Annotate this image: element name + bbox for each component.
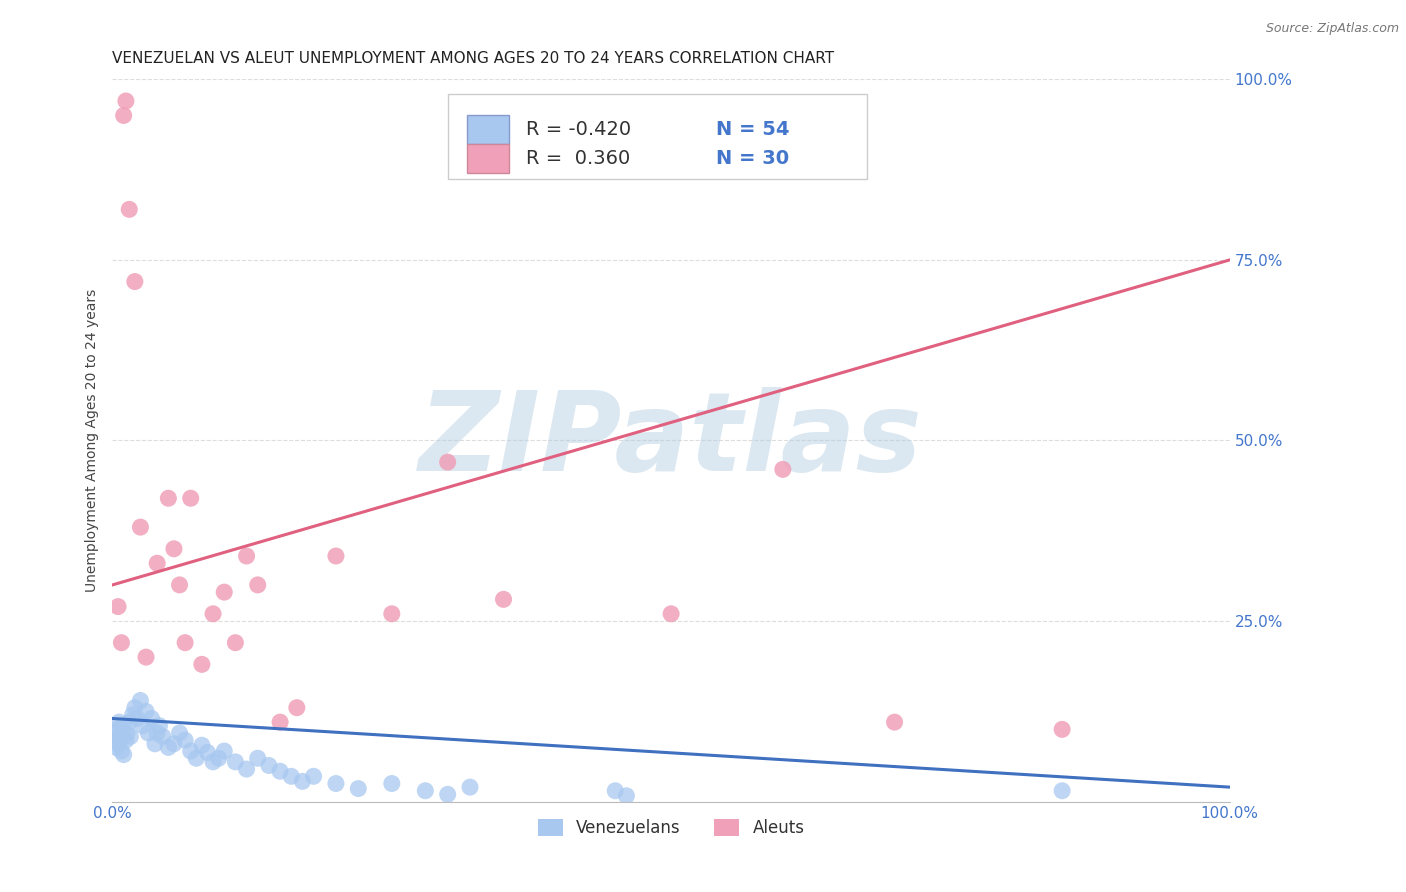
Point — [107, 599, 129, 614]
Point — [325, 776, 347, 790]
Y-axis label: Unemployment Among Ages 20 to 24 years: Unemployment Among Ages 20 to 24 years — [86, 289, 100, 592]
Point — [121, 707, 143, 722]
Bar — [467, 115, 509, 144]
Point — [174, 635, 197, 649]
Point — [235, 549, 257, 563]
FancyBboxPatch shape — [447, 94, 866, 179]
Point — [141, 712, 163, 726]
Point — [118, 715, 141, 730]
Text: R = -0.420: R = -0.420 — [526, 120, 631, 138]
Point — [143, 737, 166, 751]
Point — [174, 733, 197, 747]
Point — [458, 780, 481, 794]
Point — [115, 94, 138, 108]
Point — [125, 712, 148, 726]
Point — [157, 491, 180, 506]
Point — [136, 726, 159, 740]
Point — [111, 719, 134, 733]
Point — [280, 769, 302, 783]
Point — [110, 635, 132, 649]
Point — [108, 715, 131, 730]
Point — [129, 693, 152, 707]
Point — [169, 578, 191, 592]
Point — [124, 275, 146, 289]
Point — [436, 455, 458, 469]
Point — [104, 740, 127, 755]
Point — [152, 730, 174, 744]
Point — [269, 764, 291, 779]
Point — [135, 650, 157, 665]
Point — [325, 549, 347, 563]
Point — [124, 700, 146, 714]
Point — [436, 788, 458, 802]
Text: VENEZUELAN VS ALEUT UNEMPLOYMENT AMONG AGES 20 TO 24 YEARS CORRELATION CHART: VENEZUELAN VS ALEUT UNEMPLOYMENT AMONG A… — [112, 51, 835, 66]
Point — [224, 635, 246, 649]
Point — [163, 541, 186, 556]
Point — [146, 556, 169, 570]
Point — [197, 746, 219, 760]
Point — [148, 719, 170, 733]
Text: Source: ZipAtlas.com: Source: ZipAtlas.com — [1265, 22, 1399, 36]
Point — [186, 751, 208, 765]
Point — [257, 758, 280, 772]
Point — [212, 744, 235, 758]
Point — [347, 781, 370, 796]
Point — [163, 737, 186, 751]
Point — [235, 762, 257, 776]
Point — [180, 491, 202, 506]
Point — [131, 719, 153, 733]
Point — [291, 774, 314, 789]
Point — [202, 607, 225, 621]
Point — [659, 607, 682, 621]
Point — [269, 715, 291, 730]
Point — [103, 726, 125, 740]
Point — [246, 578, 269, 592]
Point — [207, 751, 229, 765]
Point — [135, 704, 157, 718]
Point — [110, 744, 132, 758]
Point — [110, 730, 132, 744]
Text: N = 54: N = 54 — [716, 120, 789, 138]
Text: N = 30: N = 30 — [716, 149, 789, 168]
Point — [169, 726, 191, 740]
Point — [112, 747, 135, 762]
Point — [381, 607, 404, 621]
Point — [191, 738, 214, 752]
Point — [146, 726, 169, 740]
Point — [616, 789, 638, 803]
Point — [605, 783, 627, 797]
Point — [202, 755, 225, 769]
Point — [246, 751, 269, 765]
Point — [1050, 783, 1073, 797]
Text: R =  0.360: R = 0.360 — [526, 149, 630, 168]
Point — [381, 776, 404, 790]
Point — [492, 592, 515, 607]
Point — [115, 726, 138, 740]
Point — [129, 520, 152, 534]
Point — [118, 202, 141, 217]
Point — [105, 723, 128, 737]
Point — [191, 657, 214, 672]
Point — [883, 715, 905, 730]
Point — [772, 462, 794, 476]
Point — [415, 783, 437, 797]
Point — [302, 769, 325, 783]
Point — [212, 585, 235, 599]
Bar — [467, 144, 509, 172]
Point — [120, 730, 142, 744]
Point — [112, 108, 135, 122]
Point — [224, 755, 246, 769]
Point — [285, 700, 308, 714]
Legend: Venezuelans, Aleuts: Venezuelans, Aleuts — [531, 813, 811, 844]
Point — [157, 740, 180, 755]
Point — [1050, 723, 1073, 737]
Text: ZIPatlas: ZIPatlas — [419, 387, 922, 494]
Point — [180, 744, 202, 758]
Point — [115, 733, 138, 747]
Point — [104, 733, 127, 747]
Point — [107, 737, 129, 751]
